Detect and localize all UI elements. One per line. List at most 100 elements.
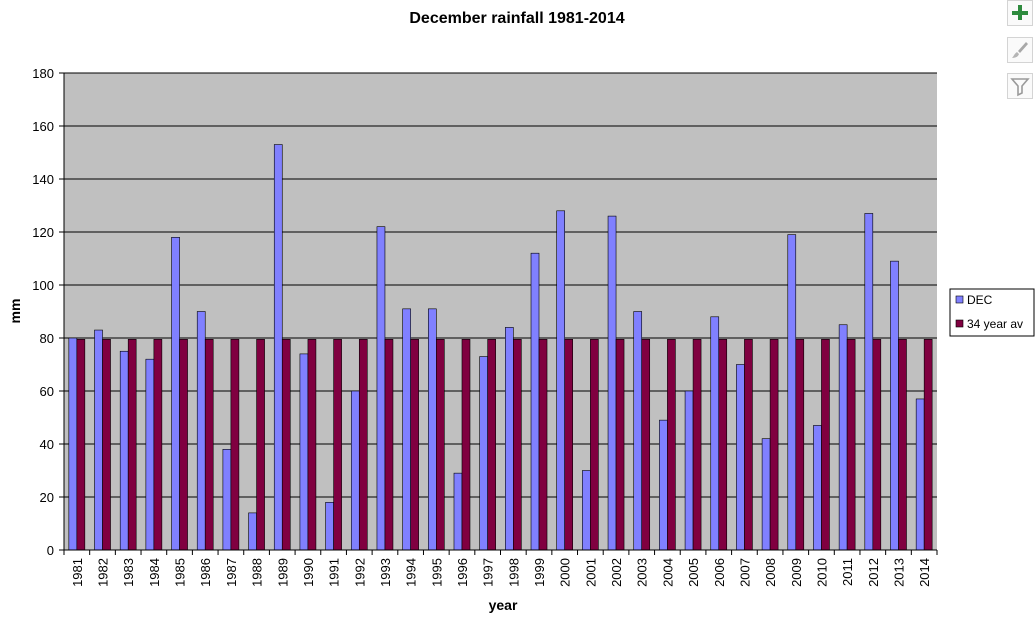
bar-average [564, 339, 573, 551]
x-tick-label: 2014 [917, 558, 932, 587]
bar-dec [813, 425, 822, 551]
bar-dec [453, 472, 463, 551]
bar-average [230, 339, 240, 551]
bar-average [333, 339, 342, 551]
x-axis-title: year [489, 597, 518, 613]
x-tick-label: 2009 [789, 558, 804, 587]
bar-average [872, 339, 882, 551]
x-tick-label: 2000 [558, 558, 573, 587]
bar-dec [659, 419, 668, 551]
filter-icon [1010, 78, 1030, 97]
bar-dec [119, 350, 129, 551]
x-tick-label: 2008 [763, 558, 778, 587]
bar-average [281, 339, 291, 551]
bar-dec [145, 358, 155, 551]
y-tick-label: 180 [32, 66, 54, 81]
legend-box [949, 288, 1035, 337]
bar-average [76, 339, 86, 551]
x-tick-label: 2004 [660, 558, 675, 587]
x-tick-label: 1997 [481, 558, 496, 587]
bar-average [487, 339, 496, 551]
bar-average [102, 339, 111, 551]
bar-dec [94, 329, 103, 551]
y-axis-title: mm [7, 299, 23, 324]
bar-dec [273, 144, 283, 551]
bar-average [795, 339, 805, 551]
add-chart-element-button[interactable] [1007, 0, 1033, 26]
bar-dec [68, 337, 78, 551]
bar-average [179, 339, 188, 551]
plus-icon [1012, 5, 1028, 20]
bars [68, 144, 933, 551]
legend-label-average: 34 year av [967, 317, 1023, 331]
x-tick-label: 1998 [506, 558, 521, 587]
bar-dec [582, 470, 591, 551]
y-tick-label: 140 [32, 172, 54, 187]
x-tick-label: 2003 [635, 558, 650, 587]
chart-styles-button[interactable] [1007, 37, 1033, 63]
x-tick-label: 1991 [327, 558, 342, 587]
chart-filters-button[interactable] [1007, 73, 1033, 99]
x-tick-label: 1990 [301, 558, 316, 587]
x-tick-label: 2001 [583, 558, 598, 587]
x-tick-label: 1984 [147, 558, 162, 587]
plot-area [64, 73, 937, 550]
legend-label-dec: DEC [967, 293, 993, 307]
x-tick-label: 2007 [737, 558, 752, 587]
bar-dec [736, 364, 745, 551]
bar-average [692, 339, 702, 551]
bar-dec [428, 308, 437, 551]
bar-average [307, 339, 317, 551]
bar-dec [710, 316, 720, 551]
chart-title: December rainfall 1981-2014 [409, 10, 624, 27]
x-tick-label: 1981 [70, 558, 85, 587]
x-tick-label: 1992 [352, 558, 367, 587]
x-tick-label: 1988 [250, 558, 265, 587]
bar-dec [402, 308, 411, 551]
y-tick-label: 120 [32, 225, 54, 240]
x-tick-label: 1994 [404, 558, 419, 587]
y-tick-label: 0 [47, 543, 54, 558]
y-tick-label: 40 [40, 437, 54, 452]
x-tick-label: 1996 [455, 558, 470, 587]
x-tick-label: 2005 [686, 558, 701, 587]
bar-average [513, 339, 522, 551]
bar-dec [350, 390, 360, 551]
legend-swatch-average [955, 319, 964, 328]
bar-dec [479, 356, 488, 551]
bar-average [384, 339, 394, 551]
bar-average [718, 339, 728, 551]
bar-average [153, 339, 163, 551]
bar-dec [196, 311, 206, 551]
bar-dec [530, 252, 540, 551]
bar-average [590, 339, 599, 551]
y-tick-label: 100 [32, 278, 54, 293]
y-tick-label: 160 [32, 119, 54, 134]
y-tick-label: 20 [40, 490, 54, 505]
x-tick-label: 2006 [712, 558, 727, 587]
bar-average [127, 339, 137, 551]
bar-dec [222, 448, 232, 551]
x-tick-label: 2002 [609, 558, 624, 587]
x-tick-label: 1982 [96, 558, 111, 587]
bar-dec [838, 324, 848, 551]
bar-average [923, 339, 933, 551]
bar-average [410, 339, 419, 551]
brush-icon [1012, 42, 1028, 58]
bar-average [744, 339, 753, 551]
bar-dec [684, 390, 694, 551]
bar-dec [915, 398, 925, 551]
bar-average [615, 339, 625, 551]
bar-dec [505, 327, 514, 551]
x-tick-label: 1985 [173, 558, 188, 587]
bar-average [769, 339, 779, 551]
x-tick-label: 2013 [891, 558, 906, 587]
x-tick-label: 1989 [275, 558, 290, 587]
x-tick-label: 1999 [532, 558, 547, 587]
x-tick-label: 2012 [866, 558, 881, 587]
bar-average [821, 339, 830, 551]
x-tick-label: 1995 [429, 558, 444, 587]
x-axis-ticks: 1981 1982 1983 1984 1985 1986 1987 1988 1989 1990… [63, 550, 938, 587]
bar-average [667, 339, 676, 551]
